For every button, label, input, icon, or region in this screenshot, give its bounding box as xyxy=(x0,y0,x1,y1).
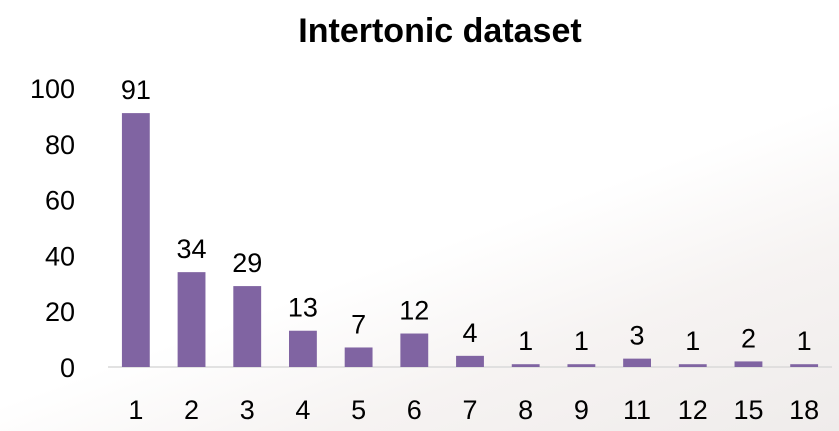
data-label: 12 xyxy=(399,296,429,326)
x-axis: 1 2 3 4 5 6 7 8 9 11 12 15 18 xyxy=(108,366,832,425)
bar xyxy=(623,358,651,367)
bar xyxy=(511,364,540,367)
chart-title: Intertonic dataset xyxy=(298,12,581,50)
x-tick-label: 3 xyxy=(240,395,255,425)
bar xyxy=(734,361,763,367)
data-label: 91 xyxy=(121,75,151,105)
x-tick-label: 6 xyxy=(407,395,422,425)
bar xyxy=(456,355,484,367)
y-tick-label: 20 xyxy=(45,297,75,327)
y-tick-label: 0 xyxy=(60,353,75,383)
x-tick-label: 7 xyxy=(462,395,477,425)
x-tick-label: 12 xyxy=(678,395,708,425)
bar xyxy=(344,347,373,367)
x-tick-label: 5 xyxy=(351,395,366,425)
x-tick-label: 8 xyxy=(518,395,533,425)
data-label: 1 xyxy=(797,326,812,356)
bar xyxy=(233,286,262,367)
data-label: 13 xyxy=(288,293,318,323)
bar xyxy=(790,364,819,367)
bar xyxy=(177,272,206,367)
bar xyxy=(567,364,596,367)
y-axis: 0 20 40 60 80 100 xyxy=(30,74,75,383)
x-tick-label: 9 xyxy=(574,395,589,425)
bar-series xyxy=(121,113,819,367)
x-tick-label: 1 xyxy=(128,395,143,425)
x-tick-label: 4 xyxy=(295,395,310,425)
y-tick-label: 60 xyxy=(45,186,75,216)
y-tick-label: 100 xyxy=(30,74,75,104)
data-label: 1 xyxy=(685,326,700,356)
data-label: 29 xyxy=(232,248,262,278)
data-label: 4 xyxy=(462,318,477,348)
x-tick-label: 18 xyxy=(789,395,819,425)
y-tick-label: 80 xyxy=(45,130,75,160)
bar xyxy=(289,330,317,367)
data-label: 1 xyxy=(518,326,533,356)
x-tick-label: 15 xyxy=(733,395,763,425)
y-tick-label: 40 xyxy=(45,241,75,271)
data-label: 3 xyxy=(630,321,645,351)
bar xyxy=(678,364,707,367)
x-tick-label: 11 xyxy=(623,395,651,425)
bar xyxy=(121,113,150,367)
data-label: 2 xyxy=(741,323,756,353)
x-tick-label: 2 xyxy=(184,395,199,425)
bar xyxy=(400,333,429,367)
data-label: 7 xyxy=(351,309,366,339)
data-label: 1 xyxy=(574,326,589,356)
data-label: 34 xyxy=(177,234,207,264)
